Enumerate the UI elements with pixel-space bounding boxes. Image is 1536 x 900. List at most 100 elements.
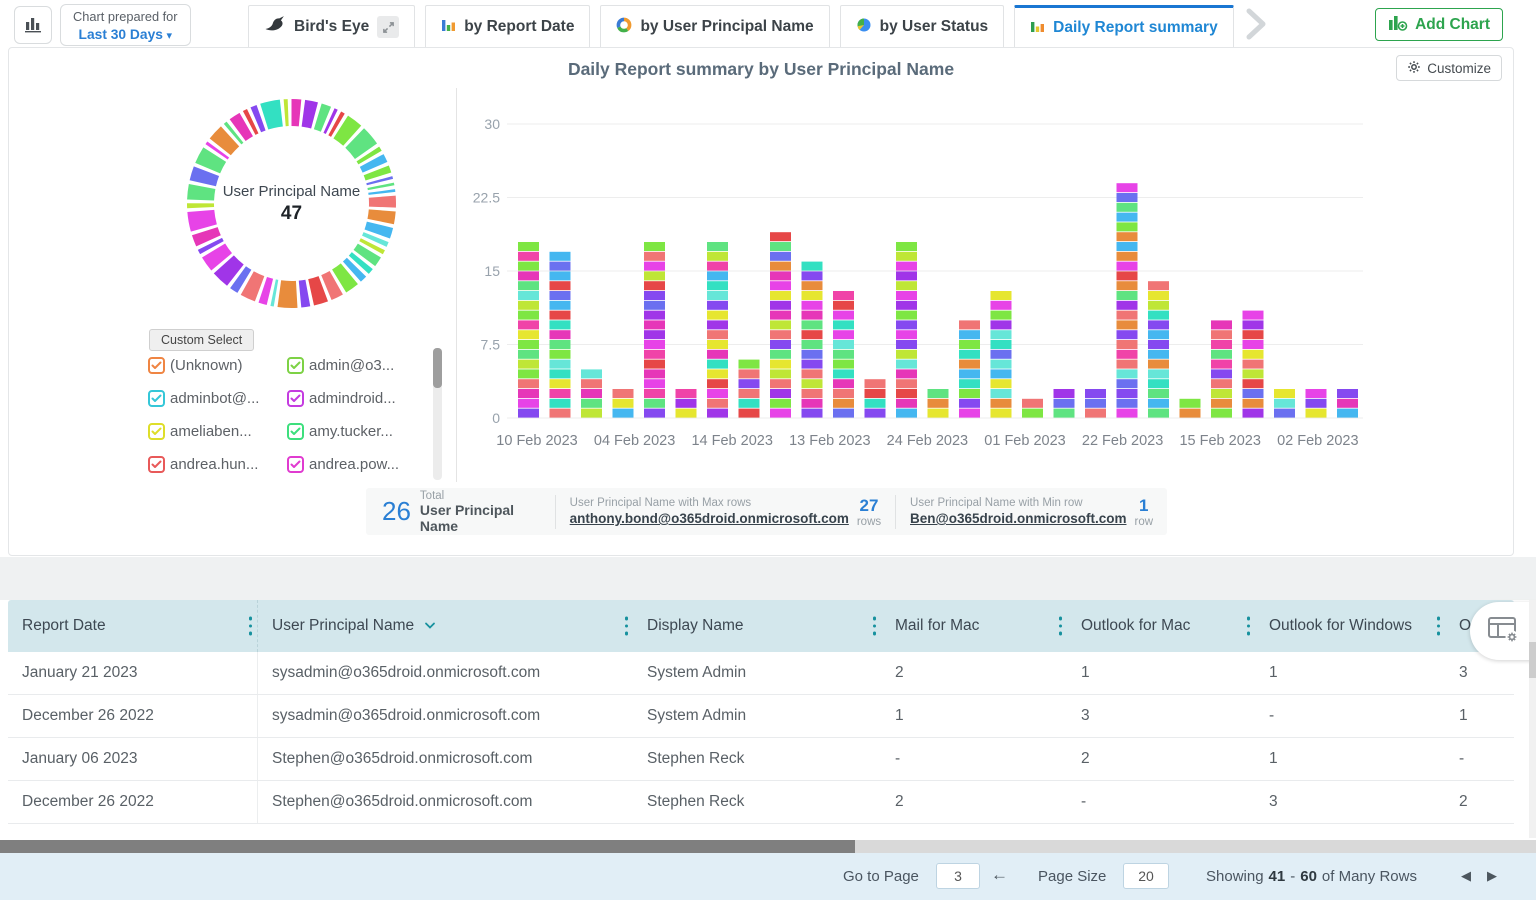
custom-select-button[interactable]: Custom Select xyxy=(149,329,254,351)
column-header-display-name[interactable]: Display Name xyxy=(633,600,881,652)
column-menu-icon[interactable] xyxy=(1059,614,1063,637)
page-size-input[interactable] xyxy=(1123,863,1169,889)
chart-type-button[interactable] xyxy=(14,6,52,44)
user-filter-andrea-hun[interactable]: andrea.hun... xyxy=(148,453,287,476)
page-size-label: Page Size xyxy=(1038,868,1106,885)
report-table: Report DateUser Principal NameDisplay Na… xyxy=(8,600,1514,834)
cell-display-name: System Admin xyxy=(633,695,881,737)
cell-display-name: Stephen Reck xyxy=(633,781,881,823)
table-row: January 21 2023sysadmin@o365droid.onmicr… xyxy=(8,652,1514,695)
column-settings-button[interactable] xyxy=(1470,602,1536,660)
column-menu-icon[interactable] xyxy=(1247,614,1251,637)
user-filter-andrea-pow[interactable]: andrea.pow... xyxy=(287,453,432,476)
column-header-outlook-for-mac[interactable]: Outlook for Mac xyxy=(1067,600,1255,652)
cell-outlook-for-mac: 3 xyxy=(1067,695,1255,737)
stacked-bar-chart[interactable]: 07.51522.53010 Feb 202304 Feb 202314 Feb… xyxy=(467,100,1379,467)
bird-icon xyxy=(264,15,286,39)
tab-by-report-date[interactable]: by Report Date xyxy=(425,5,590,48)
goto-page-label: Go to Page xyxy=(843,868,919,885)
tab-daily-report-summary[interactable]: Daily Report summary xyxy=(1014,5,1234,48)
checkbox-icon xyxy=(287,357,304,374)
cell-report-date: December 26 2022 xyxy=(8,781,258,823)
donut-icon xyxy=(616,17,632,38)
column-menu-icon[interactable] xyxy=(625,614,629,637)
chart-card: Customize Daily Report summary by User P… xyxy=(8,47,1514,556)
cell-mail-for-mac: 2 xyxy=(881,781,1067,823)
go-arrow-icon[interactable]: ← xyxy=(991,865,1008,885)
tab-by-user-status[interactable]: by User Status xyxy=(840,5,1005,48)
cell-mail-for-mac: - xyxy=(881,738,1067,780)
filter-list-scrollbar[interactable] xyxy=(433,348,442,480)
chart-title: Daily Report summary by User Principal N… xyxy=(9,59,1513,80)
stat-max-rows: User Principal Name with Max rows anthon… xyxy=(556,496,895,528)
cell-ou: 1 xyxy=(1445,695,1514,737)
column-header-outlook-for-windows[interactable]: Outlook for Windows xyxy=(1255,600,1445,652)
scrollbar-thumb[interactable] xyxy=(0,840,855,853)
stat-min-rows: User Principal Name with Min row Ben@o36… xyxy=(896,496,1167,528)
stat-total-upn: 26 Total User Principal Name xyxy=(366,490,555,534)
user-filter-ameliaben[interactable]: ameliaben... xyxy=(148,420,287,443)
stat-total-value: 26 xyxy=(382,496,411,527)
checkbox-icon xyxy=(287,456,304,473)
tab-bird-s-eye[interactable]: Bird's Eye xyxy=(248,5,415,48)
date-range-dropdown[interactable]: Chart prepared for Last 30 Days ▾ xyxy=(60,4,191,46)
cell-outlook-for-windows: 3 xyxy=(1255,781,1445,823)
svg-text:01 Feb 2023: 01 Feb 2023 xyxy=(984,433,1065,449)
user-filter-admindroid[interactable]: admindroid... xyxy=(287,387,432,410)
bar-chart-icon xyxy=(441,17,456,37)
cell-outlook-for-windows: - xyxy=(1255,695,1445,737)
column-header-report-date[interactable]: Report Date xyxy=(8,600,258,652)
svg-text:7.5: 7.5 xyxy=(481,337,501,353)
scrollbar-thumb[interactable] xyxy=(1529,642,1536,678)
table-row: December 26 2022sysadmin@o365droid.onmic… xyxy=(8,695,1514,738)
table-horizontal-scrollbar[interactable] xyxy=(0,840,1536,853)
showing-rows-text: Showing 41 - 60 of Many Rows xyxy=(1206,868,1417,885)
column-header-user-principal-name[interactable]: User Principal Name xyxy=(258,600,633,652)
cell-user-principal-name: Stephen@o365droid.onmicrosoft.com xyxy=(258,781,633,823)
svg-text:15 Feb 2023: 15 Feb 2023 xyxy=(1179,433,1260,449)
cell-outlook-for-mac: 1 xyxy=(1067,652,1255,694)
expand-icon[interactable] xyxy=(377,16,399,38)
cell-display-name: System Admin xyxy=(633,652,881,694)
checkbox-icon xyxy=(148,357,165,374)
next-page-button[interactable]: ▶ xyxy=(1487,868,1497,884)
add-chart-icon xyxy=(1388,13,1408,36)
user-filter-admin-o3[interactable]: admin@o3... xyxy=(287,354,432,377)
table-vertical-scrollbar[interactable] xyxy=(1529,600,1536,838)
user-filter-amy-tucker[interactable]: amy.tucker... xyxy=(287,420,432,443)
column-header-mail-for-mac[interactable]: Mail for Mac xyxy=(881,600,1067,652)
donut-chart[interactable]: User Principal Name 47 xyxy=(179,91,404,316)
column-menu-icon[interactable] xyxy=(873,614,877,637)
max-upn-link[interactable]: anthony.bond@o365droid.onmicrosoft.com xyxy=(570,511,849,526)
next-tabs-chevron-icon[interactable] xyxy=(1243,7,1269,46)
cell-report-date: December 26 2022 xyxy=(8,695,258,737)
date-range-label: Chart prepared for xyxy=(73,9,178,26)
table-row: January 06 2023Stephen@o365droid.onmicro… xyxy=(8,738,1514,781)
column-menu-icon[interactable] xyxy=(249,614,253,637)
cell-outlook-for-windows: 1 xyxy=(1255,738,1445,780)
cell-user-principal-name: sysadmin@o365droid.onmicrosoft.com xyxy=(258,652,633,694)
svg-text:02 Feb 2023: 02 Feb 2023 xyxy=(1277,433,1358,449)
checkbox-icon xyxy=(148,456,165,473)
svg-text:24 Feb 2023: 24 Feb 2023 xyxy=(887,433,968,449)
scrollbar-thumb[interactable] xyxy=(433,348,442,388)
user-filter-adminbot[interactable]: adminbot@... xyxy=(148,387,287,410)
dashboard-page: Chart prepared for Last 30 Days ▾ Bird's… xyxy=(0,0,1536,900)
cell-report-date: January 21 2023 xyxy=(8,652,258,694)
svg-text:04 Feb 2023: 04 Feb 2023 xyxy=(594,433,675,449)
cell-display-name: Stephen Reck xyxy=(633,738,881,780)
svg-text:15: 15 xyxy=(484,263,500,279)
svg-text:22.5: 22.5 xyxy=(473,190,500,206)
bar-chart-icon xyxy=(23,14,43,37)
table-row: December 26 2022Stephen@o365droid.onmicr… xyxy=(8,781,1514,824)
sort-asc-icon xyxy=(424,622,436,630)
prev-page-button[interactable]: ◀ xyxy=(1461,868,1471,884)
add-chart-button[interactable]: Add Chart xyxy=(1375,8,1503,41)
min-upn-link[interactable]: Ben@o365droid.onmicrosoft.com xyxy=(910,511,1126,526)
user-filter-unknown[interactable]: (Unknown) xyxy=(148,354,287,377)
tab-by-user-principal-name[interactable]: by User Principal Name xyxy=(600,5,829,48)
goto-page-input[interactable] xyxy=(936,863,980,889)
column-menu-icon[interactable] xyxy=(1437,614,1441,637)
cell-report-date: January 06 2023 xyxy=(8,738,258,780)
cell-outlook-for-mac: - xyxy=(1067,781,1255,823)
